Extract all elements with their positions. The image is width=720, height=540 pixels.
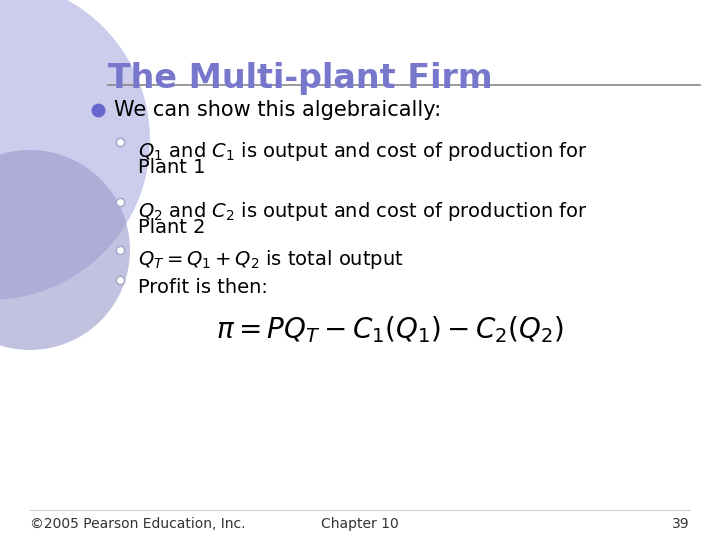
Text: $\pi = PQ_T - C_1(Q_1) - C_2(Q_2)$: $\pi = PQ_T - C_1(Q_1) - C_2(Q_2)$ [216,314,564,345]
Text: $Q_T = Q_1 + Q_2$ is total output: $Q_T = Q_1 + Q_2$ is total output [138,248,404,271]
Text: Chapter 10: Chapter 10 [321,517,399,531]
Text: Plant 1: Plant 1 [138,158,205,177]
Text: We can show this algebraically:: We can show this algebraically: [114,100,441,120]
Text: $Q_1$ and $C_1$ is output and cost of production for: $Q_1$ and $C_1$ is output and cost of pr… [138,140,588,163]
Text: Plant 2: Plant 2 [138,218,205,237]
Text: ©2005 Pearson Education, Inc.: ©2005 Pearson Education, Inc. [30,517,246,531]
Text: 39: 39 [672,517,690,531]
Circle shape [0,0,150,300]
Text: The Multi-plant Firm: The Multi-plant Firm [108,62,492,95]
Circle shape [0,150,130,350]
Text: Profit is then:: Profit is then: [138,278,268,297]
Text: $Q_2$ and $C_2$ is output and cost of production for: $Q_2$ and $C_2$ is output and cost of pr… [138,200,588,223]
